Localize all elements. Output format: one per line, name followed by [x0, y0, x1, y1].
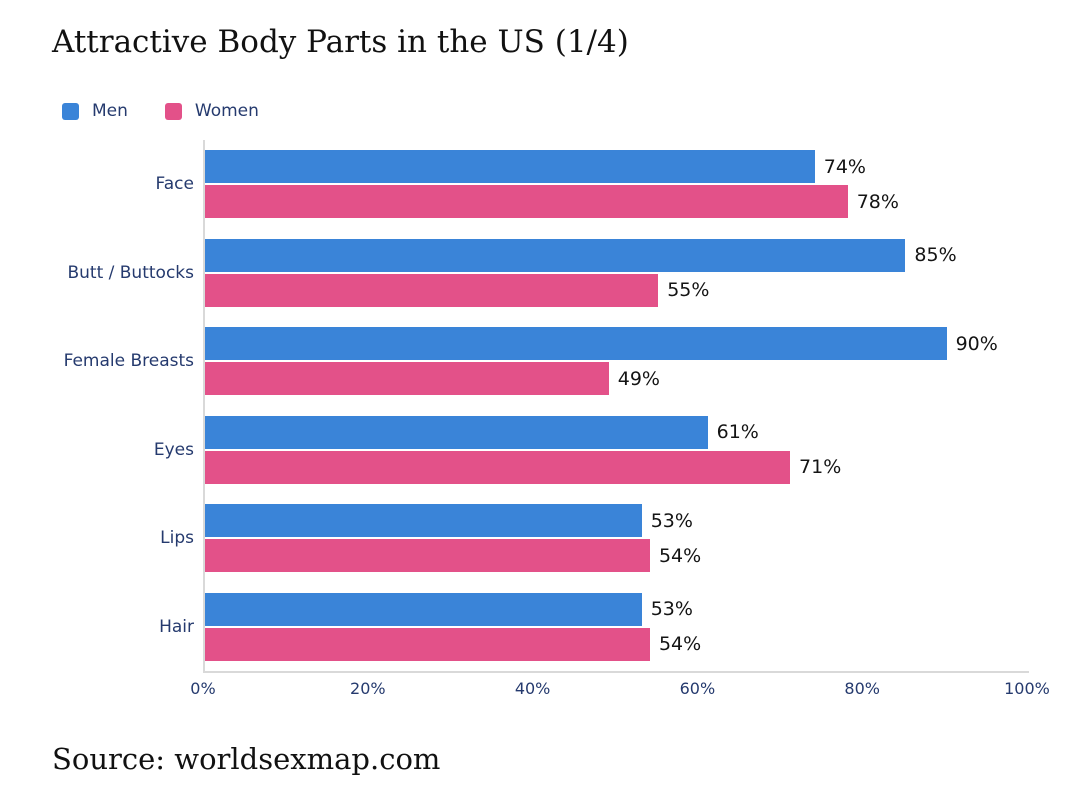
category-label: Female Breasts [63, 351, 194, 372]
category-label: Eyes [153, 439, 194, 460]
bar-line: 55% [205, 273, 1029, 307]
bar-women [205, 627, 650, 661]
bar-women [205, 273, 659, 307]
bar-value-label: 71% [799, 456, 842, 479]
bar-women [205, 185, 848, 219]
chart-row: Eyes 61% 71% [154, 415, 1029, 484]
bar-line: 53% [205, 592, 1029, 626]
bar-value-label: 55% [667, 279, 710, 302]
bar-men [205, 592, 642, 626]
category-label: Butt / Buttocks [67, 262, 194, 283]
chart-row: Lips 53% 54% [160, 504, 1029, 573]
bar-men [205, 150, 815, 184]
plot-area: Face 74% 78% Butt / Buttocks 85% 55% Female Br… [64, 140, 1029, 673]
bar-value-label: 74% [823, 155, 866, 178]
chart-row: Butt / Buttocks 85% 55% [67, 238, 1029, 307]
bar-value-label: 85% [914, 244, 957, 267]
legend-item-men: Men [62, 101, 128, 121]
bar-women [205, 539, 650, 573]
bar-women [205, 362, 609, 396]
bar-value-label: 49% [617, 367, 660, 390]
x-tick-label: 0% [190, 679, 216, 698]
bar-value-label: 53% [650, 509, 693, 532]
x-tick-label: 60% [679, 679, 716, 698]
bar-value-label: 90% [955, 332, 998, 355]
chart-title: Attractive Body Parts in the US (1/4) [52, 24, 629, 60]
x-tick-label: 80% [844, 679, 880, 698]
chart-row: Face 74% 78% [156, 150, 1029, 219]
bar-line: 54% [205, 627, 1029, 661]
category-label: Lips [160, 528, 194, 549]
source-text: Source: worldsexmap.com [52, 742, 441, 776]
bar-men [205, 238, 906, 272]
bar-value-label: 53% [650, 598, 693, 621]
x-axis: 0% 20% 40% 60% 80% 100% [190, 679, 1050, 701]
chart-legend: Men Women [62, 101, 296, 121]
bar-line: 71% [205, 450, 1029, 484]
chart-row: Hair 53% 54% [159, 592, 1029, 661]
bar-line: 61% [205, 415, 1029, 449]
legend-label-men: Men [92, 101, 128, 121]
bar-line: 74% [205, 150, 1029, 184]
x-tick-label: 40% [514, 679, 551, 698]
chart-row: Female Breasts 90% 49% [64, 327, 1029, 396]
legend-label-women: Women [194, 101, 259, 121]
bar-line: 78% [205, 185, 1029, 219]
x-tick-label: 20% [350, 679, 386, 698]
bar-line: 85% [205, 238, 1029, 272]
bar-men [205, 504, 642, 538]
bar-line: 49% [205, 362, 1029, 396]
category-label: Hair [159, 616, 194, 637]
legend-item-women: Women [164, 101, 259, 121]
bar-men [205, 415, 708, 449]
bar-line: 90% [205, 327, 1029, 361]
category-label: Face [155, 174, 194, 195]
bar-value-label: 61% [716, 421, 759, 444]
bar-line: 53% [205, 504, 1029, 538]
x-tick-label: 100% [1004, 679, 1050, 698]
legend-swatch-men-icon [62, 102, 79, 120]
bar-line: 54% [205, 539, 1029, 573]
bar-value-label: 54% [658, 544, 702, 567]
legend-swatch-women-icon [164, 102, 182, 120]
bar-men [205, 327, 947, 361]
bar-value-label: 78% [856, 190, 899, 213]
bar-value-label: 54% [658, 633, 702, 656]
bar-women [205, 450, 791, 484]
